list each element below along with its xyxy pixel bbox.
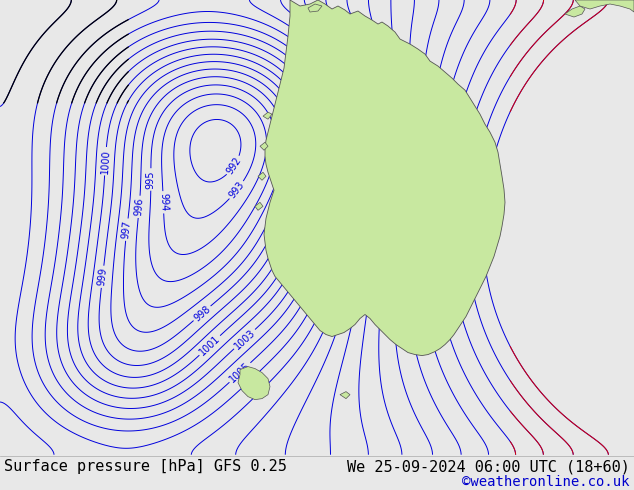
Text: 1003: 1003 (232, 327, 257, 351)
Text: 998: 998 (192, 303, 212, 323)
Text: 1001: 1001 (197, 333, 222, 357)
Text: Surface pressure [hPa] GFS 0.25: Surface pressure [hPa] GFS 0.25 (4, 459, 287, 474)
Polygon shape (260, 142, 268, 150)
Polygon shape (575, 0, 634, 12)
Text: 1000: 1000 (100, 148, 111, 174)
Polygon shape (340, 392, 350, 399)
Text: 1005: 1005 (228, 361, 252, 385)
Text: ©weatheronline.co.uk: ©weatheronline.co.uk (462, 475, 630, 489)
Polygon shape (255, 202, 263, 210)
Text: 999: 999 (96, 267, 108, 287)
Polygon shape (565, 6, 585, 17)
Text: 997: 997 (121, 220, 133, 240)
Text: We 25-09-2024 06:00 UTC (18+60): We 25-09-2024 06:00 UTC (18+60) (347, 459, 630, 474)
Polygon shape (308, 4, 322, 12)
Text: 993: 993 (227, 180, 247, 200)
Polygon shape (238, 367, 270, 400)
Text: 992: 992 (224, 155, 243, 176)
Text: 994: 994 (158, 193, 169, 212)
Text: 996: 996 (134, 197, 145, 217)
Polygon shape (263, 112, 272, 119)
Polygon shape (264, 0, 505, 356)
Polygon shape (258, 172, 266, 180)
Text: 995: 995 (146, 170, 156, 189)
